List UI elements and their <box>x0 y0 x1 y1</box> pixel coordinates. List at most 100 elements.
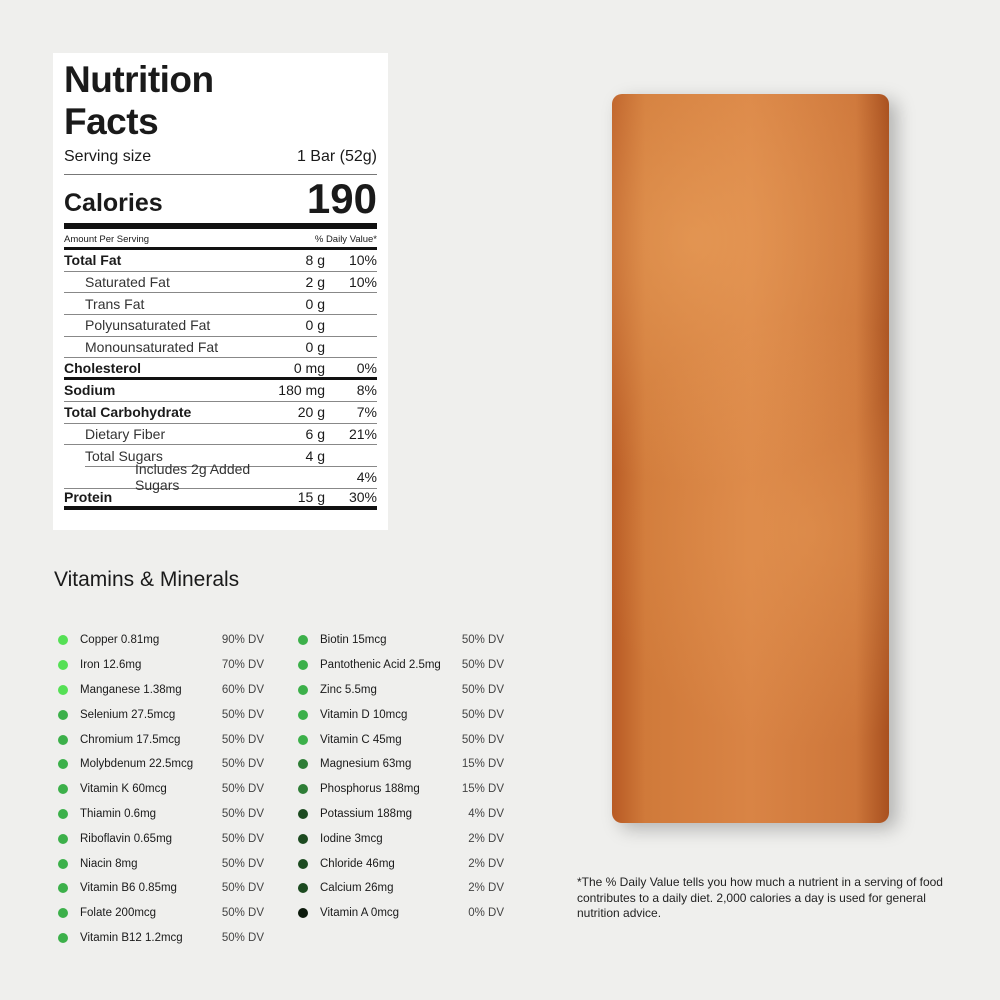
level-dot-icon <box>298 784 308 795</box>
nutrient-dv: 7% <box>356 404 377 421</box>
nutrient-amount: 0 g <box>305 295 325 312</box>
nutrient-dv: 8% <box>356 382 377 399</box>
label-title-line2: Facts <box>64 101 159 142</box>
level-dot-icon <box>58 784 68 795</box>
amount-header: Amount Per Serving % Daily Value* <box>64 231 377 250</box>
vitamin-name: Thiamin 0.6mg <box>80 807 157 820</box>
vitamin-name: Iron 12.6mg <box>80 659 142 672</box>
calories-value: 190 <box>306 175 377 222</box>
vitamin-name: Zinc 5.5mg <box>320 683 377 696</box>
level-dot-icon <box>58 908 68 919</box>
vitamin-dv: 70% DV <box>221 659 264 672</box>
nutrient-row: Total Fat 8 g 10% <box>64 250 377 272</box>
nutrient-amount: 20 g <box>297 404 325 421</box>
calories-label: Calories <box>64 189 163 217</box>
nutrient-amount: 4 g <box>305 447 325 464</box>
vitamin-item: Vitamin C 45mg 50% DV <box>294 727 504 752</box>
serving-label: Serving size <box>64 148 152 165</box>
nutrient-name: Trans Fat <box>85 295 145 312</box>
vitamin-item: Vitamin D 10mcg 50% DV <box>294 702 504 727</box>
nutrient-amount: 2 g <box>305 274 325 291</box>
vitamin-item: Vitamin B12 1.2mcg 50% DV <box>54 926 264 951</box>
vitamin-dv: 2% DV <box>468 857 504 870</box>
nutrient-row: Total Carbohydrate 20 g 7% <box>64 402 377 424</box>
vitamin-name: Vitamin D 10mcg <box>320 708 408 721</box>
nutrient-row: Sodium 180 mg 8% <box>64 380 377 402</box>
vitamin-item: Biotin 15mcg 50% DV <box>294 628 504 653</box>
vitamin-name: Vitamin K 60mcg <box>80 783 167 796</box>
nutrient-dv: 10% <box>348 274 377 291</box>
vitamin-name: Magnesium 63mg <box>320 758 412 771</box>
vitamin-name: Vitamin B12 1.2mcg <box>80 931 183 944</box>
vitamin-item: Magnesium 63mg 15% DV <box>294 752 504 777</box>
vitamin-item: Vitamin B6 0.85mg 50% DV <box>54 876 264 901</box>
vitamin-name: Phosphorus 188mg <box>320 783 420 796</box>
vitamin-name: Potassium 188mg <box>320 807 413 820</box>
vitamin-dv: 50% DV <box>221 907 264 920</box>
vitamin-dv: 15% DV <box>461 783 504 796</box>
vitamin-item: Potassium 188mg 4% DV <box>294 802 504 827</box>
vitamin-dv: 0% DV <box>468 907 504 920</box>
label-title-line1: Nutrition <box>64 59 214 100</box>
vitamin-item: Vitamin K 60mcg 50% DV <box>54 777 264 802</box>
level-dot-icon <box>298 858 308 869</box>
nutrient-row: Includes 2g Added Sugars 4% <box>64 461 377 493</box>
level-dot-icon <box>58 709 68 720</box>
vitamin-dv: 2% DV <box>468 882 504 895</box>
nutrient-name: Cholesterol <box>64 359 142 376</box>
vitamin-item: Iodine 3mcg 2% DV <box>294 826 504 851</box>
protein-bar-image <box>612 94 889 823</box>
vitamin-name: Pantothenic Acid 2.5mg <box>320 659 441 672</box>
nutrient-dv: 4% <box>356 469 377 486</box>
vitamin-item: Calcium 26mg 2% DV <box>294 876 504 901</box>
vitamin-name: Biotin 15mcg <box>320 634 387 647</box>
nutrient-name: Polyunsaturated Fat <box>85 317 211 334</box>
nutrition-facts-label: Nutrition Facts Serving size 1 Bar (52g)… <box>53 53 388 530</box>
vitamin-name: Selenium 27.5mcg <box>80 708 176 721</box>
nutrient-amount: 6 g <box>305 425 325 442</box>
vitamin-item: Molybdenum 22.5mcg 50% DV <box>54 752 264 777</box>
vitamin-item: Copper 0.81mg 90% DV <box>54 628 264 653</box>
level-dot-icon <box>58 734 68 745</box>
nutrient-row: Protein 15 g 30% <box>64 489 377 511</box>
level-dot-icon <box>298 908 308 919</box>
vitamin-dv: 50% DV <box>461 683 504 696</box>
vitamin-item: Riboflavin 0.65mg 50% DV <box>54 826 264 851</box>
level-dot-icon <box>298 660 308 671</box>
level-dot-icon <box>298 709 308 720</box>
vitamin-item: Iron 12.6mg 70% DV <box>54 653 264 678</box>
nutrient-row: Total Sugars 4 g <box>85 445 377 467</box>
level-dot-icon <box>298 883 308 894</box>
vitamin-item: Pantothenic Acid 2.5mg 50% DV <box>294 653 504 678</box>
vitamin-dv: 60% DV <box>221 683 264 696</box>
vitamins-left-column: Copper 0.81mg 90% DV Iron 12.6mg 70% DV Mang… <box>54 628 264 950</box>
vitamin-name: Copper 0.81mg <box>80 634 160 647</box>
nutrient-name: Sodium <box>64 382 116 399</box>
vitamin-name: Molybdenum 22.5mcg <box>80 758 194 771</box>
level-dot-icon <box>58 635 68 646</box>
level-dot-icon <box>58 932 68 943</box>
vitamin-dv: 4% DV <box>468 807 504 820</box>
level-dot-icon <box>58 759 68 770</box>
level-dot-icon <box>298 833 308 844</box>
level-dot-icon <box>58 684 68 695</box>
daily-value-footnote: *The % Daily Value tells you how much a … <box>577 875 943 920</box>
level-dot-icon <box>298 808 308 819</box>
vitamin-dv: 2% DV <box>468 832 504 845</box>
vitamin-dv: 50% DV <box>461 659 504 672</box>
calories: Calories 190 <box>64 175 377 229</box>
nutrient-dv: 30% <box>348 489 377 506</box>
serving-size: Serving size 1 Bar (52g) <box>64 148 377 175</box>
vitamin-dv: 50% DV <box>461 634 504 647</box>
vitamin-item: Niacin 8mg 50% DV <box>54 851 264 876</box>
amount-per-serving: Amount Per Serving <box>64 233 150 245</box>
vitamin-name: Chloride 46mg <box>320 857 395 870</box>
vitamin-item: Chloride 46mg 2% DV <box>294 851 504 876</box>
nutrient-row: Saturated Fat 2 g 10% <box>64 272 377 294</box>
nutrient-dv: 10% <box>348 252 377 269</box>
level-dot-icon <box>58 858 68 869</box>
nutrient-amount: 15 g <box>297 489 325 506</box>
level-dot-icon <box>58 883 68 894</box>
vitamin-dv: 50% DV <box>221 733 264 746</box>
vitamin-name: Calcium 26mg <box>320 882 394 895</box>
